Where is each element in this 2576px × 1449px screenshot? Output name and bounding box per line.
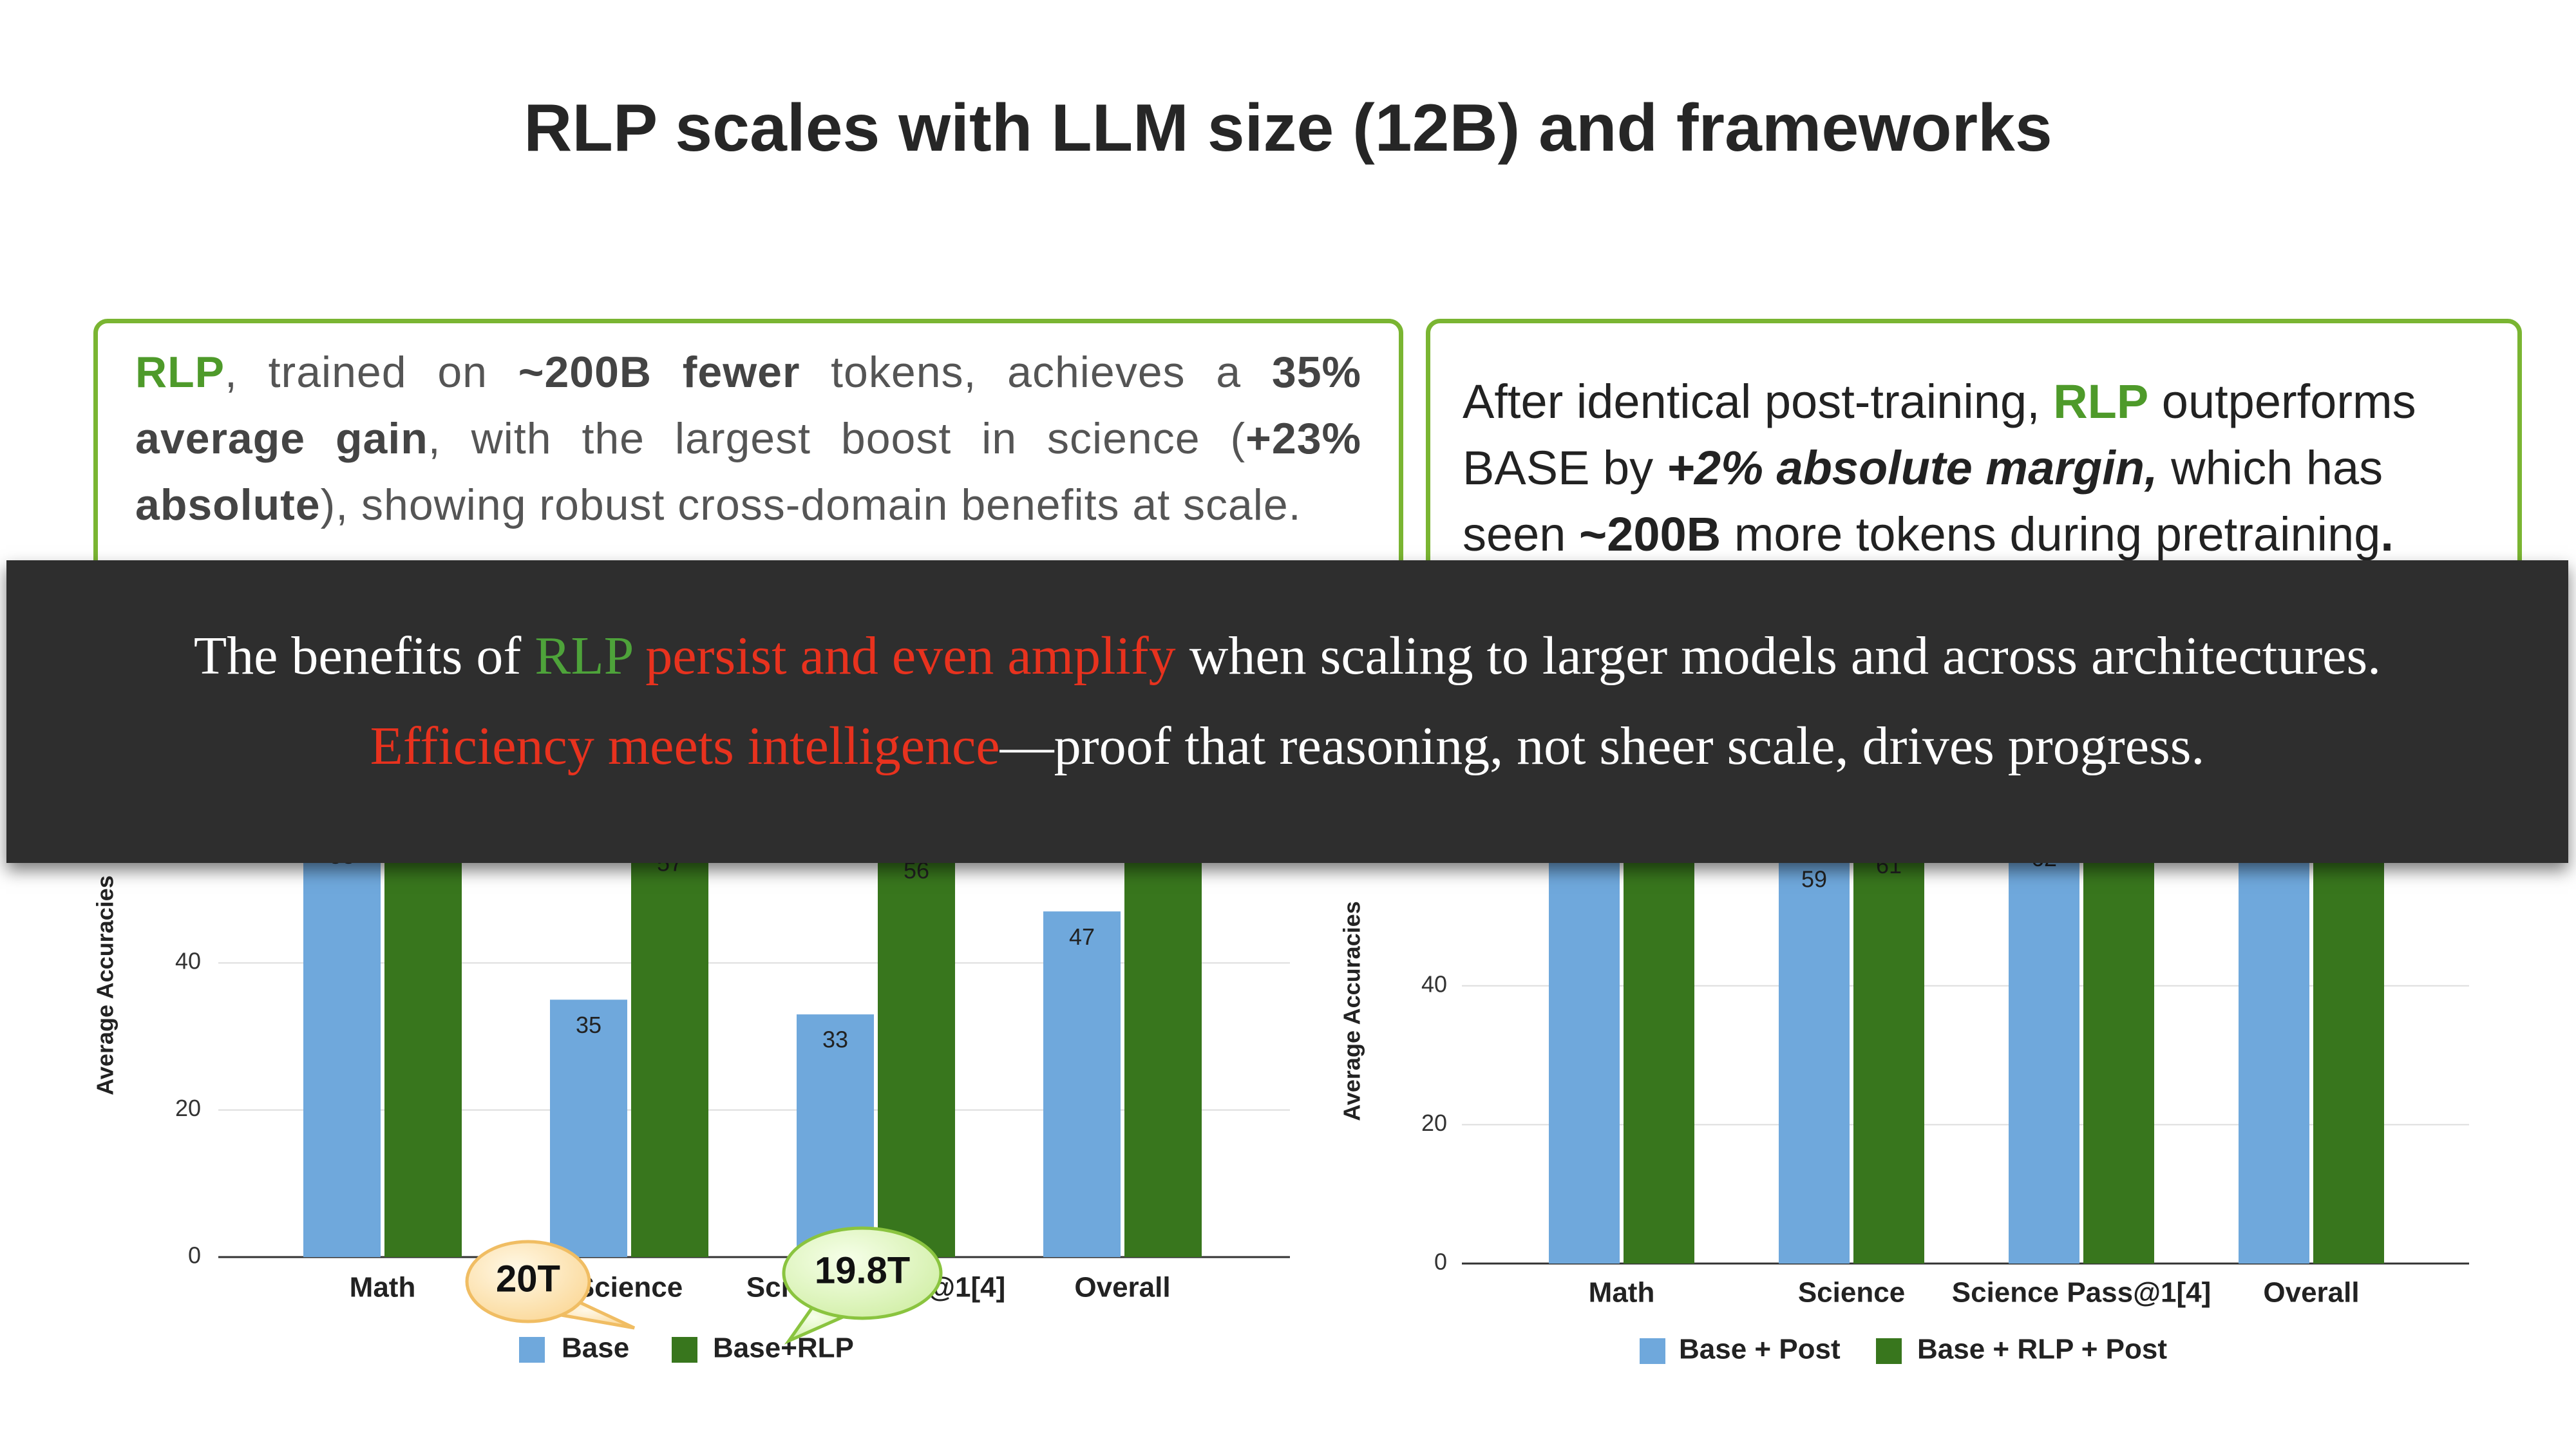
- bar: [1124, 793, 1202, 1257]
- y-tick-label: 40: [1421, 971, 1447, 997]
- y-axis-label: Average Accuracies: [92, 875, 118, 1095]
- y-axis-label: Average Accuracies: [1339, 901, 1365, 1121]
- text: .: [2380, 507, 2394, 561]
- text: persist and even amplify: [632, 626, 1176, 686]
- text: +2% absolute margin,: [1666, 441, 2158, 495]
- callout-bubble: [782, 1226, 943, 1320]
- bar: [550, 999, 627, 1257]
- slide-title: RLP scales with LLM size (12B) and frame…: [524, 91, 2052, 166]
- x-tick-label: Overall: [2263, 1277, 2359, 1309]
- text: RLP: [135, 348, 225, 397]
- left-text-box: RLP, trained on ~200B fewer tokens, achi…: [93, 319, 1403, 589]
- bar: [2009, 833, 2079, 1264]
- text: ~200B: [1579, 507, 1721, 561]
- bar: [303, 830, 381, 1257]
- y-tick-label: 40: [175, 948, 201, 974]
- x-tick-label: Math: [1589, 1277, 1655, 1309]
- text: +23% absolute: [135, 414, 1361, 529]
- value-label: 59: [1801, 866, 1827, 892]
- bar: [631, 838, 708, 1257]
- callout-bubble: [465, 1240, 591, 1323]
- text: After identical post-training,: [1463, 375, 2054, 428]
- text: ), showing robust cross-domain benefits …: [320, 480, 1302, 529]
- banner-line: Efficiency meets intelligence—proof that…: [6, 715, 2568, 777]
- value-label: 47: [1069, 923, 1095, 950]
- x-tick-label: Overall: [1074, 1272, 1170, 1303]
- bar: [2083, 819, 2154, 1264]
- bar: [384, 800, 462, 1257]
- bar: [1043, 911, 1121, 1257]
- y-tick-label: 0: [188, 1242, 201, 1269]
- bar: [1779, 853, 1850, 1264]
- legend-label: Base: [562, 1332, 629, 1364]
- legend-swatch: [1640, 1338, 1665, 1364]
- legend-label: Base+RLP: [713, 1332, 854, 1364]
- bar: [797, 1014, 874, 1257]
- x-tick-label: Science: [576, 1272, 683, 1303]
- x-tick-label: Science Pass@1[4]: [1952, 1277, 2211, 1309]
- legend-swatch: [519, 1337, 545, 1363]
- legend-swatch: [1876, 1338, 1902, 1364]
- text: RLP: [2053, 375, 2149, 428]
- value-label: 33: [822, 1027, 848, 1053]
- text: The benefits of: [193, 626, 535, 686]
- bar: [878, 845, 955, 1257]
- y-tick-label: 20: [1421, 1110, 1447, 1136]
- text: outperforms BASE by: [1463, 375, 2416, 495]
- text: 35% average gain: [135, 348, 1361, 463]
- banner: The benefits of RLP persist and even amp…: [6, 560, 2568, 863]
- text: ~200B fewer: [518, 348, 800, 397]
- x-tick-label: Math: [350, 1272, 416, 1303]
- y-tick-label: 20: [175, 1095, 201, 1121]
- value-label: 35: [576, 1012, 601, 1038]
- text: —proof that reasoning, not sheer scale, …: [999, 716, 2205, 776]
- y-tick-label: 0: [1434, 1249, 1447, 1275]
- right-text-box: After identical post-training, RLP outpe…: [1426, 319, 2522, 589]
- text: tokens, achieves a: [800, 348, 1272, 397]
- legend-label: Base + Post: [1679, 1334, 1841, 1365]
- x-tick-label: Science: [1798, 1277, 1905, 1309]
- banner-line: The benefits of RLP persist and even amp…: [6, 625, 2568, 687]
- bar: [2239, 812, 2309, 1264]
- text: when scaling to larger models and across…: [1175, 626, 2382, 686]
- text: , trained on: [225, 348, 518, 397]
- text: Efficiency meets intelligence: [370, 716, 1000, 776]
- callout-text: 19.8T: [815, 1249, 910, 1291]
- text: , with the largest boost in science (: [428, 414, 1246, 463]
- legend-label: Base + RLP + Post: [1917, 1334, 2167, 1365]
- legend-swatch: [672, 1337, 697, 1363]
- bar: [1853, 840, 1924, 1264]
- bar: [2313, 798, 2384, 1264]
- text: RLP: [535, 626, 632, 686]
- callout-text: 20T: [496, 1258, 560, 1300]
- text: more tokens during pretraining: [1721, 507, 2381, 561]
- text: which has seen: [1463, 441, 2383, 561]
